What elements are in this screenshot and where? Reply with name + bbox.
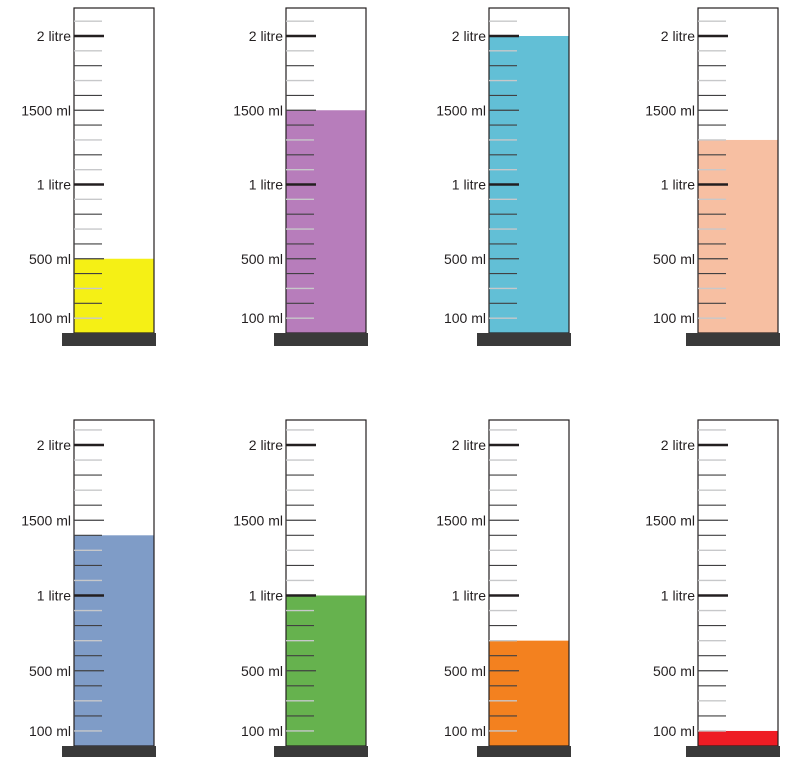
cylinder-base	[274, 746, 368, 757]
scale-label: 1 litre	[661, 588, 695, 604]
cylinder-green: 100 ml 500 ml 1 litre 1500 ml 2 litre	[233, 419, 368, 757]
cylinder-yellow: 100 ml 500 ml 1 litre 1500 ml 2 litre	[21, 7, 156, 346]
scale-label: 500 ml	[444, 663, 486, 679]
scale-label: 2 litre	[661, 28, 695, 44]
cylinder-blue: 100 ml 500 ml 1 litre 1500 ml 2 litre	[21, 419, 156, 757]
liquid-purple	[286, 110, 366, 333]
scale-label: 500 ml	[241, 251, 283, 267]
cylinder-cyan: 100 ml 500 ml 1 litre 1500 ml 2 litre	[436, 7, 571, 346]
cylinder-base	[477, 746, 571, 757]
cylinder-base	[62, 333, 156, 346]
cylinder-purple: 100 ml 500 ml 1 litre 1500 ml 2 litre	[233, 7, 368, 346]
scale-label: 500 ml	[653, 663, 695, 679]
liquid-yellow	[74, 258, 154, 333]
scale-label: 1500 ml	[21, 512, 71, 528]
scale-label: 1 litre	[452, 588, 486, 604]
scale-label: 2 litre	[249, 28, 283, 44]
scale-label: 2 litre	[37, 28, 71, 44]
scale-label: 100 ml	[29, 310, 71, 326]
scale-label: 1500 ml	[233, 102, 283, 118]
scale-label: 1500 ml	[436, 102, 486, 118]
cylinder-orange: 100 ml 500 ml 1 litre 1500 ml 2 litre	[436, 419, 571, 757]
scale-label: 2 litre	[452, 437, 486, 453]
scale-label: 100 ml	[444, 723, 486, 739]
scale-label: 2 litre	[452, 28, 486, 44]
cylinder-base	[274, 333, 368, 346]
cylinder-red: 100 ml 500 ml 1 litre 1500 ml 2 litre	[645, 419, 780, 757]
scale-label: 1 litre	[661, 177, 695, 193]
scale-label: 100 ml	[29, 723, 71, 739]
liquid-peach	[698, 139, 778, 333]
scale-label: 500 ml	[29, 663, 71, 679]
scale-label: 100 ml	[653, 723, 695, 739]
scale-label: 1 litre	[37, 177, 71, 193]
scale-label: 1500 ml	[233, 512, 283, 528]
liquid-orange	[489, 640, 569, 746]
scale-label: 500 ml	[444, 251, 486, 267]
scale-label: 2 litre	[249, 437, 283, 453]
scale-label: 100 ml	[241, 723, 283, 739]
cylinder-base	[686, 333, 780, 346]
scale-label: 1 litre	[249, 177, 283, 193]
scale-label: 1 litre	[452, 177, 486, 193]
scale-label: 100 ml	[653, 310, 695, 326]
cylinder-base	[477, 333, 571, 346]
scale-label: 500 ml	[29, 251, 71, 267]
cylinder-outline	[697, 419, 779, 747]
cylinder-peach: 100 ml 500 ml 1 litre 1500 ml 2 litre	[645, 7, 780, 346]
liquid-red	[698, 730, 778, 746]
scale-label: 1 litre	[37, 588, 71, 604]
scale-label: 500 ml	[241, 663, 283, 679]
cylinder-base	[686, 746, 780, 757]
scale-label: 100 ml	[444, 310, 486, 326]
scale-label: 2 litre	[661, 437, 695, 453]
scale-label: 1500 ml	[645, 512, 695, 528]
scale-label: 2 litre	[37, 437, 71, 453]
cylinder-base	[62, 746, 156, 757]
scale-label: 1500 ml	[645, 102, 695, 118]
scale-label: 500 ml	[653, 251, 695, 267]
scale-label: 1500 ml	[21, 102, 71, 118]
scale-label: 1500 ml	[436, 512, 486, 528]
scale-label: 100 ml	[241, 310, 283, 326]
scale-label: 1 litre	[249, 588, 283, 604]
